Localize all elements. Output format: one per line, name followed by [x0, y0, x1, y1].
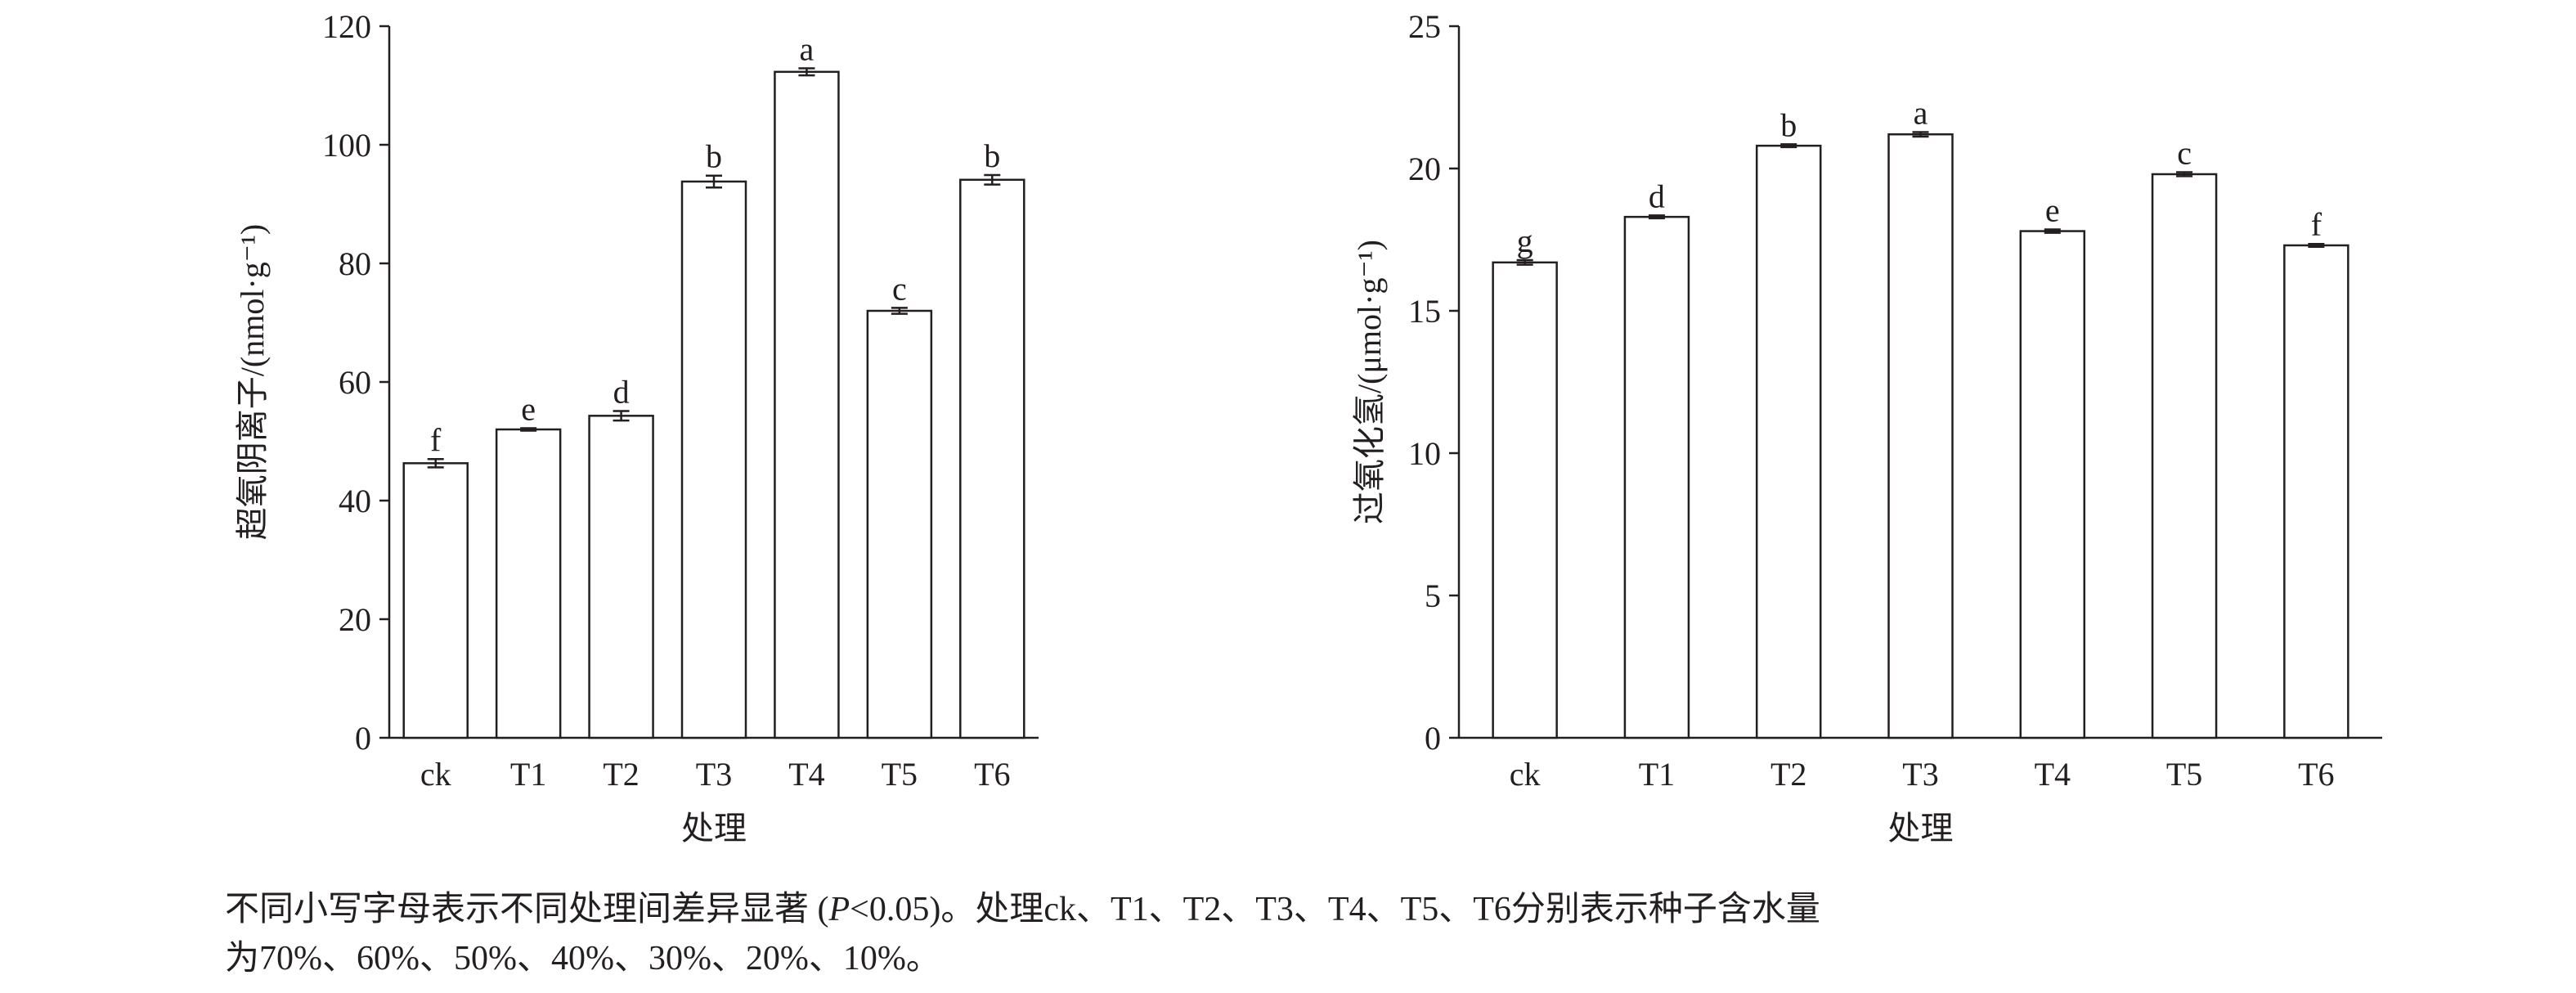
- y-tick-label: 100: [322, 127, 371, 164]
- caption-text: 不同小写字母表示不同处理间差异显著 (: [225, 890, 829, 928]
- x-tick-label: T4: [788, 756, 824, 793]
- significance-letter: a: [800, 30, 815, 67]
- y-tick-label: 25: [1408, 8, 1441, 45]
- x-tick-label: T2: [603, 756, 639, 793]
- x-tick-label: T3: [696, 756, 732, 793]
- y-tick-label: 5: [1425, 577, 1441, 614]
- bar: [1623, 215, 1690, 739]
- error-bar: [2308, 242, 2325, 248]
- significance-letter: c: [892, 270, 907, 307]
- error-bar: [1648, 214, 1665, 220]
- significance-letter: c: [2177, 135, 2192, 172]
- bar: [1755, 144, 1822, 739]
- bar: [2019, 230, 2086, 739]
- y-axis-label: 超氧阴离子/(nmol·g⁻¹): [234, 224, 271, 540]
- y-tick-label: 60: [339, 364, 371, 401]
- x-tick-label: ck: [1510, 756, 1541, 793]
- error-bar: [427, 458, 444, 469]
- error-bar: [1780, 143, 1797, 149]
- error-bar: [706, 174, 722, 189]
- significance-letter: f: [430, 421, 442, 458]
- error-bar: [798, 67, 815, 77]
- bar: [2283, 244, 2349, 739]
- bar: [866, 309, 933, 739]
- bar: [959, 178, 1025, 739]
- y-tick-label: 0: [355, 720, 371, 757]
- y-tick-label: 15: [1408, 293, 1441, 330]
- error-bar: [520, 427, 537, 432]
- x-tick-label: T5: [2166, 756, 2202, 793]
- y-tick-label: 120: [322, 8, 371, 45]
- error-bar: [613, 410, 630, 422]
- x-axis-label: 处理: [1888, 810, 1954, 847]
- significance-letter: b: [984, 137, 1000, 174]
- bar: [1887, 133, 1954, 739]
- error-bar: [891, 307, 908, 315]
- error-bar: [984, 173, 1001, 186]
- y-tick-label: 40: [339, 483, 371, 519]
- x-tick-label: ck: [420, 756, 451, 793]
- error-bar: [1516, 258, 1533, 266]
- y-tick-label: 0: [1425, 720, 1441, 757]
- x-tick-label: T1: [510, 756, 546, 793]
- y-tick-label: 20: [1408, 151, 1441, 187]
- significance-letter: f: [2311, 206, 2322, 243]
- bar: [2151, 173, 2218, 739]
- bar: [402, 462, 469, 739]
- y-tick-label: 20: [339, 601, 371, 638]
- significance-letter: e: [521, 391, 536, 428]
- caption-line: 为70%、60%、50%、40%、30%、20%、10%。: [225, 940, 940, 977]
- significance-letter: d: [1649, 177, 1665, 214]
- x-axis-label: 处理: [681, 810, 747, 847]
- error-bar: [2176, 171, 2193, 177]
- x-tick-label: T3: [1902, 756, 1938, 793]
- significance-letter: a: [1914, 94, 1928, 131]
- x-tick-label: T6: [2298, 756, 2334, 793]
- significance-letter: e: [2045, 191, 2060, 228]
- caption-line: 不同小写字母表示不同处理间差异显著 (P<0.05)。处理ck、T1、T2、T3…: [225, 890, 1820, 928]
- bar: [588, 415, 654, 739]
- error-bar: [1912, 131, 1929, 138]
- y-axis-label: 过氧化氢/(μmol·g⁻¹): [1351, 240, 1388, 524]
- significance-letter: g: [1517, 222, 1533, 259]
- significance-letter: b: [706, 138, 722, 175]
- caption-text: P: [828, 891, 850, 928]
- y-tick-label: 80: [339, 245, 371, 282]
- caption-text: <0.05)。处理ck、T1、T2、T3、T4、T5、T6分别表示种子含水量: [850, 891, 1820, 928]
- significance-letter: d: [613, 374, 630, 411]
- bar: [680, 180, 747, 739]
- x-tick-label: T6: [974, 756, 1010, 793]
- bar: [1492, 261, 1558, 739]
- x-tick-label: T4: [2035, 756, 2071, 793]
- x-tick-label: T2: [1770, 756, 1806, 793]
- bar: [774, 70, 840, 739]
- bar: [495, 428, 562, 739]
- y-tick-label: 10: [1408, 435, 1441, 472]
- significance-letter: b: [1780, 106, 1797, 143]
- x-tick-label: T5: [882, 756, 918, 793]
- x-tick-label: T1: [1639, 756, 1675, 793]
- error-bar: [2044, 228, 2061, 234]
